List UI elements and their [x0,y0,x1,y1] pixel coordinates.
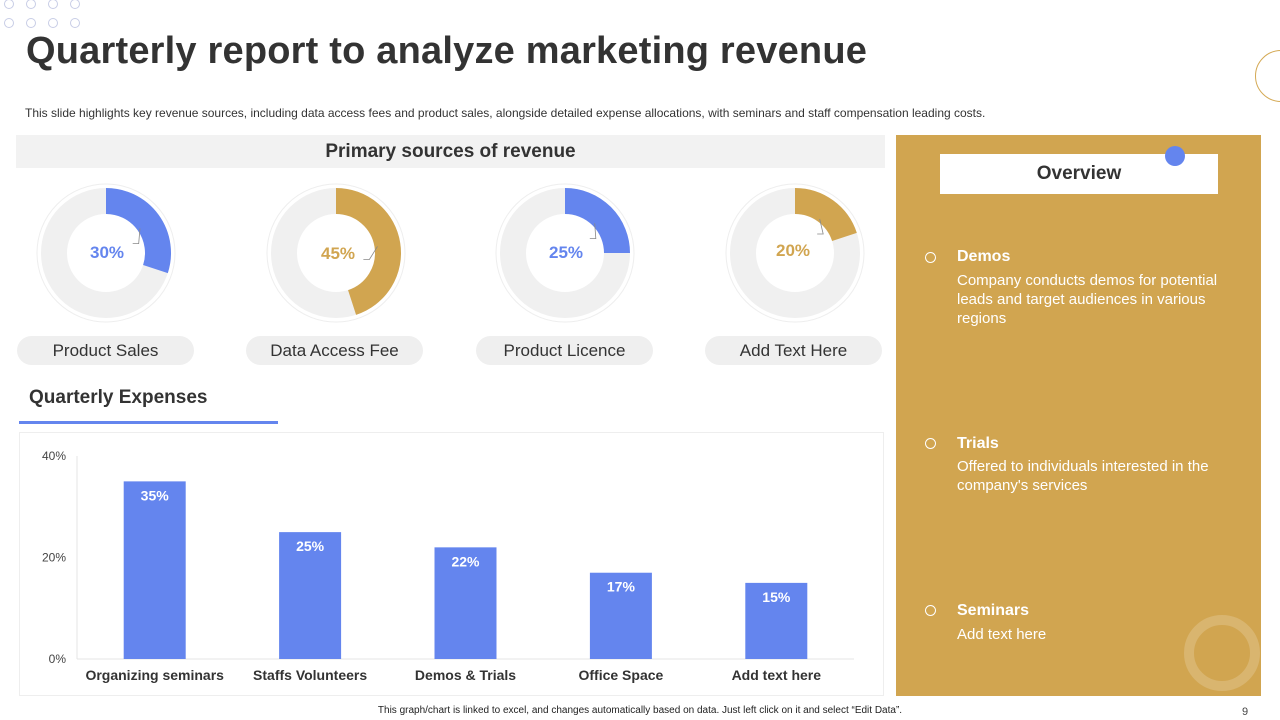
bullet-icon [925,252,936,263]
bar-value-label: 22% [451,553,480,569]
bar-value-label: 25% [296,538,325,554]
x-tick-label: Staffs Volunteers [253,667,367,683]
bullet-icon [925,438,936,449]
y-tick-label: 0% [49,652,67,666]
x-tick-label: Organizing seminars [85,667,224,683]
overview-item-title-demos: Demos [957,248,1011,265]
page-title: Quarterly report to analyze marketing re… [26,30,868,72]
bullet-icon [925,605,936,616]
bar[interactable] [745,582,808,659]
decorative-ring [1184,615,1260,691]
decorative-ring [1255,50,1280,102]
expenses-heading: Quarterly Expenses [29,387,208,408]
page-number: 9 [1242,706,1249,718]
bar-value-label: 17% [607,579,636,595]
x-tick-label: Demos & Trials [415,667,516,683]
bar[interactable] [589,572,652,659]
overview-item-desc-demos: Company conducts demos for potential lea… [957,272,1218,327]
donut-chart-product-sales[interactable] [36,183,176,323]
donut-chart-product-licence[interactable] [495,183,635,323]
y-tick-label: 40% [42,449,66,463]
donut-percent-add-text: 20% [776,241,811,260]
donut-percent-data-access-fee: 45% [321,244,356,263]
revenue-heading: Primary sources of revenue [16,135,885,168]
expenses-heading-underline [19,421,278,424]
donut-chart-data-access-fee[interactable] [266,183,406,323]
y-tick-label: 20% [42,551,66,565]
donut-segment [335,188,401,315]
donut-percent-product-licence: 25% [549,243,584,262]
overview-item-title-seminars: Seminars [957,602,1030,619]
revenue-label-data-access-fee: Data Access Fee [246,336,423,365]
donut-segment [794,188,857,242]
bar[interactable] [279,532,342,659]
bar-chart-frame [19,432,884,696]
bar[interactable] [434,547,497,659]
page-subtitle: This slide highlights key revenue source… [25,106,986,120]
x-tick-label: Office Space [578,667,663,683]
revenue-label-product-sales: Product Sales [17,336,194,365]
bar[interactable] [123,481,186,659]
bar-value-label: 15% [762,589,791,605]
donut-chart-add-text[interactable] [725,183,865,323]
donut-segment [564,188,630,254]
bar-chart-expenses[interactable]: 0% 20% 40% 35% Organizing seminars 25% Staffs … [19,432,884,696]
donut-percent-product-sales: 30% [90,243,125,262]
revenue-label-add-text: Add Text Here [705,336,882,365]
donut-segment [105,188,171,274]
overview-item-desc-seminars: Add text here [957,626,1047,643]
bar-value-label: 35% [141,487,170,503]
overview-panel: Overview Demos Company conducts demos fo… [896,135,1261,696]
footer-note: This graph/chart is linked to excel, and… [377,705,903,716]
accent-dot [1165,146,1185,166]
overview-item-title-trials: Trials [957,435,999,452]
x-tick-label: Add text here [732,667,822,683]
overview-item-desc-trials: Offered to individuals interested in the… [957,458,1209,494]
revenue-label-product-licence: Product Licence [476,336,653,365]
